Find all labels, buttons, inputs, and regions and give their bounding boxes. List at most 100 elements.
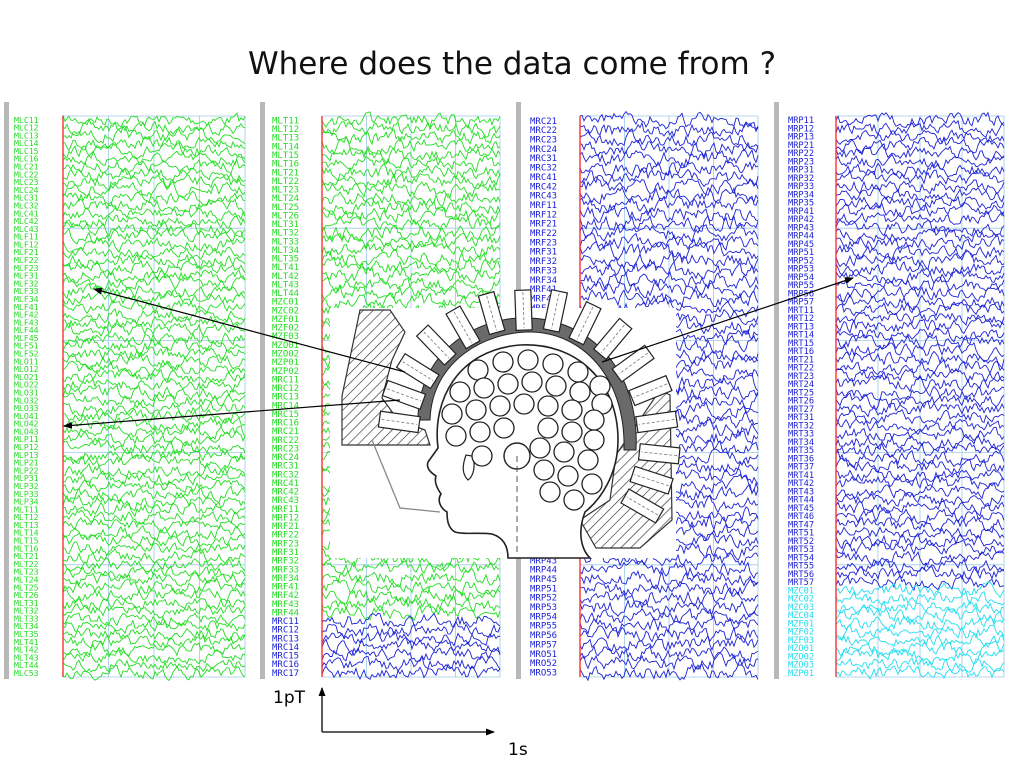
channel-trace	[321, 266, 501, 285]
channel-label: MRP55	[530, 622, 557, 632]
sensor-circle	[542, 353, 564, 375]
channel-trace	[579, 570, 759, 590]
channel-trace	[62, 337, 246, 355]
channel-trace	[835, 457, 1005, 476]
channel-label: MRF44	[272, 608, 299, 618]
channel-label: MLF32	[14, 278, 39, 288]
channel-label: MRP11	[788, 116, 814, 126]
channel-trace	[835, 581, 1005, 599]
channel-label: MRP23	[788, 157, 814, 167]
channel-trace	[62, 214, 246, 229]
channel-trace	[579, 214, 759, 233]
channel-label: MRP51	[788, 248, 814, 258]
channel-label: MLT11	[14, 504, 39, 514]
channel-trace	[579, 110, 759, 130]
channel-trace	[321, 568, 501, 588]
channel-label: MLC23	[14, 177, 39, 187]
channel-trace	[835, 539, 1005, 556]
channel-label: MLT21	[14, 551, 39, 561]
channel-trace	[321, 620, 501, 638]
channel-label: MRF21	[530, 220, 557, 230]
channel-label: MZF02	[788, 628, 814, 638]
channel-trace	[835, 385, 1005, 401]
sensor-circle	[445, 425, 467, 447]
channel-trace	[579, 186, 759, 207]
channel-label: MLP13	[14, 450, 39, 460]
sensor-circle	[467, 359, 489, 381]
scale-label-amplitude: 1pT	[273, 688, 305, 708]
channel-label: MZF03	[788, 636, 814, 646]
channel-trace	[62, 197, 246, 214]
channel-label: MLT14	[14, 528, 39, 538]
channel-trace	[62, 478, 246, 494]
channel-label: MLC53	[14, 668, 39, 678]
channel-trace	[62, 485, 246, 504]
channel-label: MRP44	[530, 566, 557, 576]
channel-label: MLT12	[272, 125, 299, 135]
sensor-circle	[473, 377, 495, 399]
channel-trace	[62, 299, 246, 315]
channel-trace	[836, 647, 1005, 666]
channel-label: MRF12	[272, 513, 299, 523]
channel-label: MLC13	[14, 130, 39, 140]
channel-label: MRF31	[530, 248, 557, 258]
meg-helmet-diagram	[330, 288, 681, 559]
channel-trace	[62, 315, 246, 330]
channel-trace	[835, 449, 1005, 469]
channel-trace	[835, 525, 1005, 540]
channel-trace	[62, 322, 246, 337]
channel-label: MLF33	[14, 286, 39, 296]
channel-label: MRC22	[530, 126, 557, 136]
channel-label: MZC01	[788, 586, 814, 596]
channel-trace	[835, 169, 1005, 185]
channel-label: MLC43	[14, 224, 39, 234]
channel-label: MLT23	[272, 186, 299, 196]
channel-trace	[321, 655, 501, 672]
channel-label: MLF22	[14, 255, 39, 265]
channel-trace	[62, 470, 246, 487]
channel-label: MLF42	[14, 310, 39, 320]
channel-label: MRC43	[272, 496, 299, 506]
channel-trace	[835, 601, 1005, 616]
sensor-circle	[537, 417, 559, 439]
channel-label: MLF41	[14, 302, 39, 312]
channel-label: MZF01	[272, 315, 299, 325]
channel-trace	[62, 510, 246, 525]
channel-trace	[835, 333, 1005, 350]
channel-trace	[579, 222, 759, 243]
channel-label: MRT55	[788, 562, 814, 572]
channel-trace	[579, 634, 759, 652]
channel-label: MLC22	[14, 169, 39, 179]
dewar-shell	[341, 309, 431, 446]
channel-label: MZP01	[788, 669, 814, 679]
channel-trace	[579, 148, 759, 169]
channel-label: MZO02	[272, 349, 299, 359]
channel-trace	[321, 120, 501, 138]
channel-label: MLP21	[14, 458, 39, 468]
channel-label: MLF11	[14, 232, 39, 242]
channel-trace	[62, 603, 246, 619]
channel-label: MLT12	[14, 512, 39, 522]
channel-label: MRF41	[530, 285, 557, 295]
channel-label: MLC16	[14, 154, 39, 164]
channel-label: MRP12	[788, 124, 814, 134]
sensor-rod-axis	[641, 451, 678, 457]
channel-trace	[62, 158, 246, 175]
channel-trace	[579, 645, 759, 663]
channel-label: MLP31	[14, 473, 39, 483]
channel-label: MLT43	[272, 280, 299, 290]
channel-label: MZO01	[272, 341, 299, 351]
channel-trace	[835, 408, 1005, 425]
channel-trace	[62, 634, 246, 649]
channel-trace	[579, 121, 759, 138]
channel-trace	[579, 578, 759, 597]
channel-trace	[321, 155, 501, 174]
channel-trace	[579, 559, 759, 580]
sensor-circle	[492, 351, 514, 373]
channel-label: MLP32	[14, 481, 39, 491]
channel-trace	[321, 171, 501, 190]
channel-trace	[835, 665, 1005, 680]
channel-trace	[835, 623, 1005, 640]
channel-label: MRT35	[788, 446, 814, 456]
channel-trace	[62, 501, 246, 518]
